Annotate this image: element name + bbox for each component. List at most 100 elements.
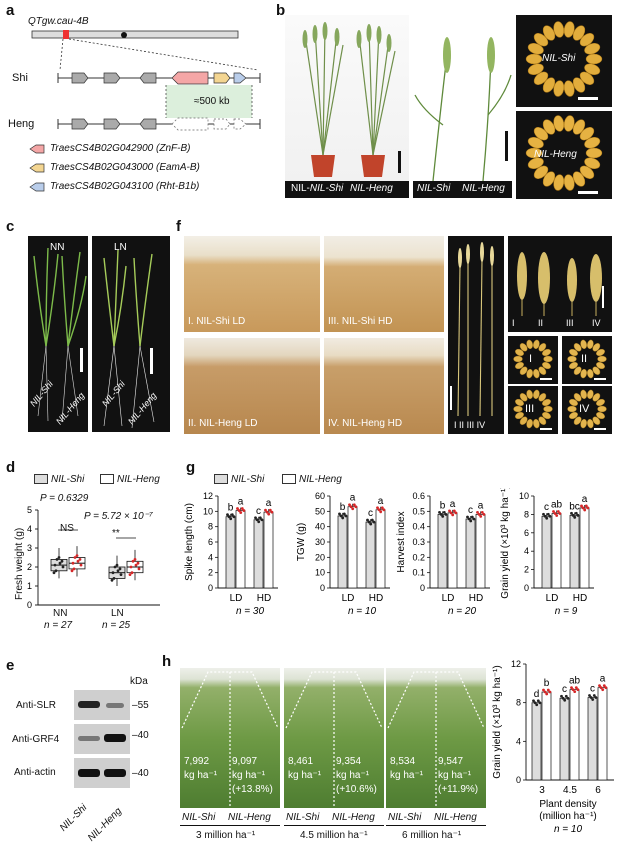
grain	[567, 355, 577, 363]
d-point	[115, 563, 119, 567]
grain	[538, 416, 547, 425]
photo-b-grains-heng: NIL-Heng	[516, 111, 612, 199]
d-ytick-label: 2	[27, 562, 32, 572]
g-bar-NIL-Heng	[579, 507, 590, 589]
grain	[527, 63, 544, 75]
h-point	[535, 703, 539, 707]
d-plot-svg: 0 1 2 3 4 5	[27, 505, 160, 610]
g-ytick-label: 10	[519, 491, 529, 501]
d-group-nn: NN	[53, 608, 68, 619]
h-ytick-label: 12	[511, 659, 521, 669]
g-point	[553, 512, 557, 515]
g-point	[469, 519, 473, 523]
h-sig-letter: b	[544, 678, 550, 689]
g-point	[370, 518, 374, 522]
gene-legend-2: TraesCS4B02G043000 (EamA-B)	[50, 162, 200, 173]
panel-label-g: g	[186, 459, 196, 476]
g-point	[367, 520, 371, 524]
d-p-ln: P = 5.72 × 10⁻⁷	[84, 511, 153, 522]
panel-label-c: c	[6, 218, 15, 235]
g-point	[448, 509, 451, 513]
g-point	[239, 511, 243, 514]
grain	[533, 71, 549, 85]
h-bar-NIL-Heng	[541, 691, 552, 781]
locus-svg	[29, 30, 261, 192]
shi-gene-2	[103, 72, 121, 84]
g-ytick-label: 0	[420, 583, 425, 593]
grain	[587, 368, 594, 379]
grain	[542, 348, 551, 357]
g-point	[372, 520, 376, 524]
d-sig-ln: **	[112, 528, 120, 539]
h-bar-NIL-Shi	[559, 697, 570, 781]
grain	[533, 389, 540, 400]
grain	[572, 25, 586, 41]
h-bar-NIL-Heng	[569, 689, 580, 781]
grain	[579, 71, 595, 85]
grain	[542, 171, 556, 187]
g-n: n = 30	[236, 606, 265, 617]
h-point	[573, 690, 577, 694]
grain	[580, 418, 587, 429]
g-ytick-label: 12	[203, 491, 213, 501]
g-sig-letter: a	[266, 498, 272, 509]
h-unit-heng: kg ha⁻¹	[336, 770, 370, 781]
h-density: 4.5 million ha⁻¹	[300, 830, 368, 841]
g-ytick-label: 0	[320, 583, 325, 593]
grain	[563, 21, 575, 38]
photo-f-grain-1: I	[508, 336, 558, 384]
g-point	[232, 515, 236, 519]
panel-label-h: h	[162, 653, 172, 670]
d-point	[116, 569, 120, 573]
c-ln-label: LN	[114, 242, 127, 253]
g-point	[342, 512, 346, 516]
d-n-ln: n = 25	[102, 620, 131, 631]
g-point	[556, 510, 560, 513]
g-point	[452, 509, 456, 513]
g-sig-letter: b	[440, 500, 446, 511]
grain	[525, 147, 543, 159]
grain	[519, 343, 528, 352]
g-point	[576, 513, 580, 517]
g-point	[442, 511, 446, 514]
h-point	[543, 690, 547, 694]
g-bar-NIL-Shi	[365, 521, 376, 589]
h-point	[589, 696, 593, 699]
g-sig-letter: bc	[569, 501, 580, 512]
grain	[596, 348, 605, 357]
grain	[533, 418, 540, 429]
h-point	[599, 686, 603, 690]
grain	[538, 366, 547, 375]
g-point	[574, 511, 578, 515]
blot-slr	[74, 690, 130, 720]
f-spike-roman-3: III	[566, 318, 574, 328]
g-legend-shi: NIL-Shi	[214, 474, 264, 485]
g-point	[470, 515, 474, 519]
grain-ring-shi	[525, 21, 603, 100]
f-spike-roman-1: I	[512, 318, 515, 328]
d-point	[61, 565, 65, 569]
g-point	[376, 506, 379, 510]
g-ytick-label: 50	[315, 506, 325, 516]
g-ytick-label: 60	[315, 491, 325, 501]
h-value-shi: 8,461	[288, 756, 314, 767]
h-xcat: 6	[595, 785, 601, 796]
g-point	[377, 508, 381, 512]
h-point	[602, 684, 606, 688]
g-ytick-label: 6	[524, 528, 529, 538]
grain	[542, 119, 556, 135]
g-xcat: HD	[573, 593, 587, 604]
g-xcat: LD	[230, 593, 243, 604]
grain	[569, 411, 578, 420]
grain	[592, 366, 601, 375]
g-point	[260, 518, 264, 522]
grain	[587, 339, 594, 350]
h-photo-3: 8,534 kg ha⁻¹ 9,547 kg ha⁻¹ (+11.9%)	[386, 668, 486, 808]
d-point	[110, 578, 114, 582]
grain	[538, 343, 547, 352]
grain	[526, 418, 533, 429]
g-point	[338, 512, 341, 516]
gene-eama	[213, 72, 231, 84]
d-ytick-label: 4	[27, 524, 32, 534]
grain	[519, 393, 528, 402]
